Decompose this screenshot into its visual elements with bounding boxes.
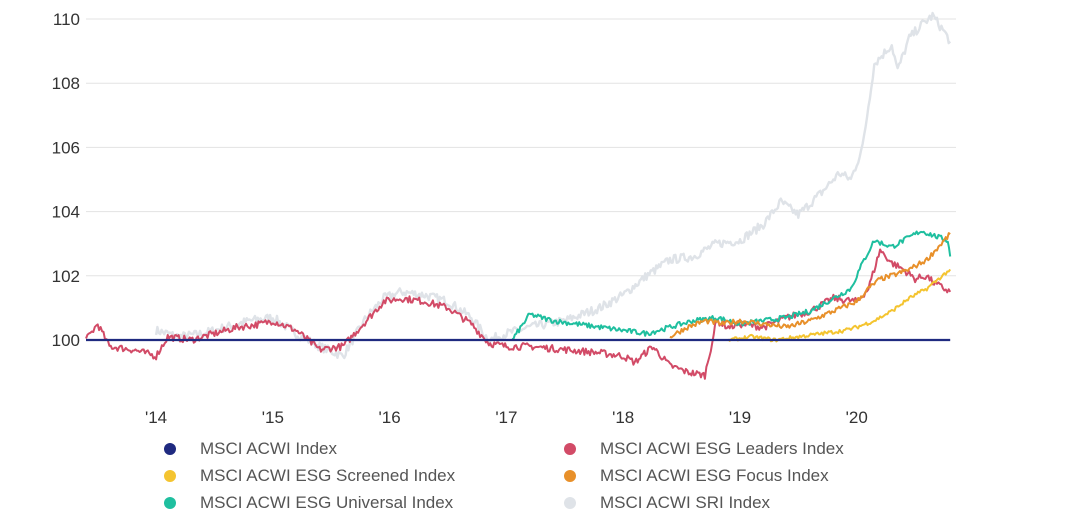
legend-label: MSCI ACWI Index bbox=[200, 439, 337, 458]
x-tick-label: '20 bbox=[846, 408, 868, 427]
x-tick-label: '17 bbox=[495, 408, 517, 427]
legend-dot bbox=[164, 443, 176, 455]
y-tick-label: 102 bbox=[52, 267, 80, 286]
y-tick-label: 100 bbox=[52, 331, 80, 350]
legend-item-msci-acwi-index[interactable]: MSCI ACWI Index bbox=[164, 436, 337, 462]
x-axis-ticks: '14 '15 '16 '17 '18 '19 '20 bbox=[145, 408, 868, 427]
legend-label: MSCI ACWI SRI Index bbox=[600, 493, 771, 512]
x-tick-label: '14 bbox=[145, 408, 167, 427]
legend-dot bbox=[564, 443, 576, 455]
y-tick-label: 108 bbox=[52, 74, 80, 93]
legend-dot bbox=[164, 470, 176, 482]
legend-dot bbox=[564, 497, 576, 509]
legend-dot bbox=[164, 497, 176, 509]
legend: MSCI ACWI Index MSCI ACWI ESG Leaders In… bbox=[0, 436, 1080, 526]
series-lines bbox=[85, 11, 952, 380]
y-axis-ticks: 100 102 104 106 108 110 bbox=[52, 10, 80, 350]
legend-item-esg-leaders[interactable]: MSCI ACWI ESG Leaders Index bbox=[564, 436, 844, 462]
x-tick-label: '16 bbox=[379, 408, 401, 427]
legend-item-esg-screened[interactable]: MSCI ACWI ESG Screened Index bbox=[164, 463, 455, 489]
legend-label: MSCI ACWI ESG Screened Index bbox=[200, 466, 456, 485]
legend-dot bbox=[564, 470, 576, 482]
series-line-esg-screened bbox=[727, 268, 952, 343]
legend-item-sri[interactable]: MSCI ACWI SRI Index bbox=[564, 490, 770, 516]
gridlines bbox=[86, 18, 956, 277]
series-line-esg-leaders bbox=[85, 248, 952, 380]
x-tick-label: '18 bbox=[612, 408, 634, 427]
series-line-esg-focus bbox=[669, 232, 951, 339]
legend-item-esg-focus[interactable]: MSCI ACWI ESG Focus Index bbox=[564, 463, 829, 489]
y-tick-label: 110 bbox=[53, 10, 80, 29]
legend-label: MSCI ACWI ESG Universal Index bbox=[200, 493, 454, 512]
x-tick-label: '19 bbox=[729, 408, 751, 427]
legend-label: MSCI ACWI ESG Focus Index bbox=[600, 466, 829, 485]
line-chart: 100 102 104 106 108 110 '14 '15 '16 '17 '18 '19 '20 bbox=[52, 10, 956, 427]
y-tick-label: 104 bbox=[52, 203, 80, 222]
x-tick-label: '15 bbox=[262, 408, 284, 427]
legend-label: MSCI ACWI ESG Leaders Index bbox=[600, 439, 844, 458]
legend-item-esg-universal[interactable]: MSCI ACWI ESG Universal Index bbox=[164, 490, 453, 516]
series-line-sri bbox=[154, 11, 952, 360]
series-line-esg-universal bbox=[511, 230, 952, 341]
y-tick-label: 106 bbox=[52, 138, 80, 157]
